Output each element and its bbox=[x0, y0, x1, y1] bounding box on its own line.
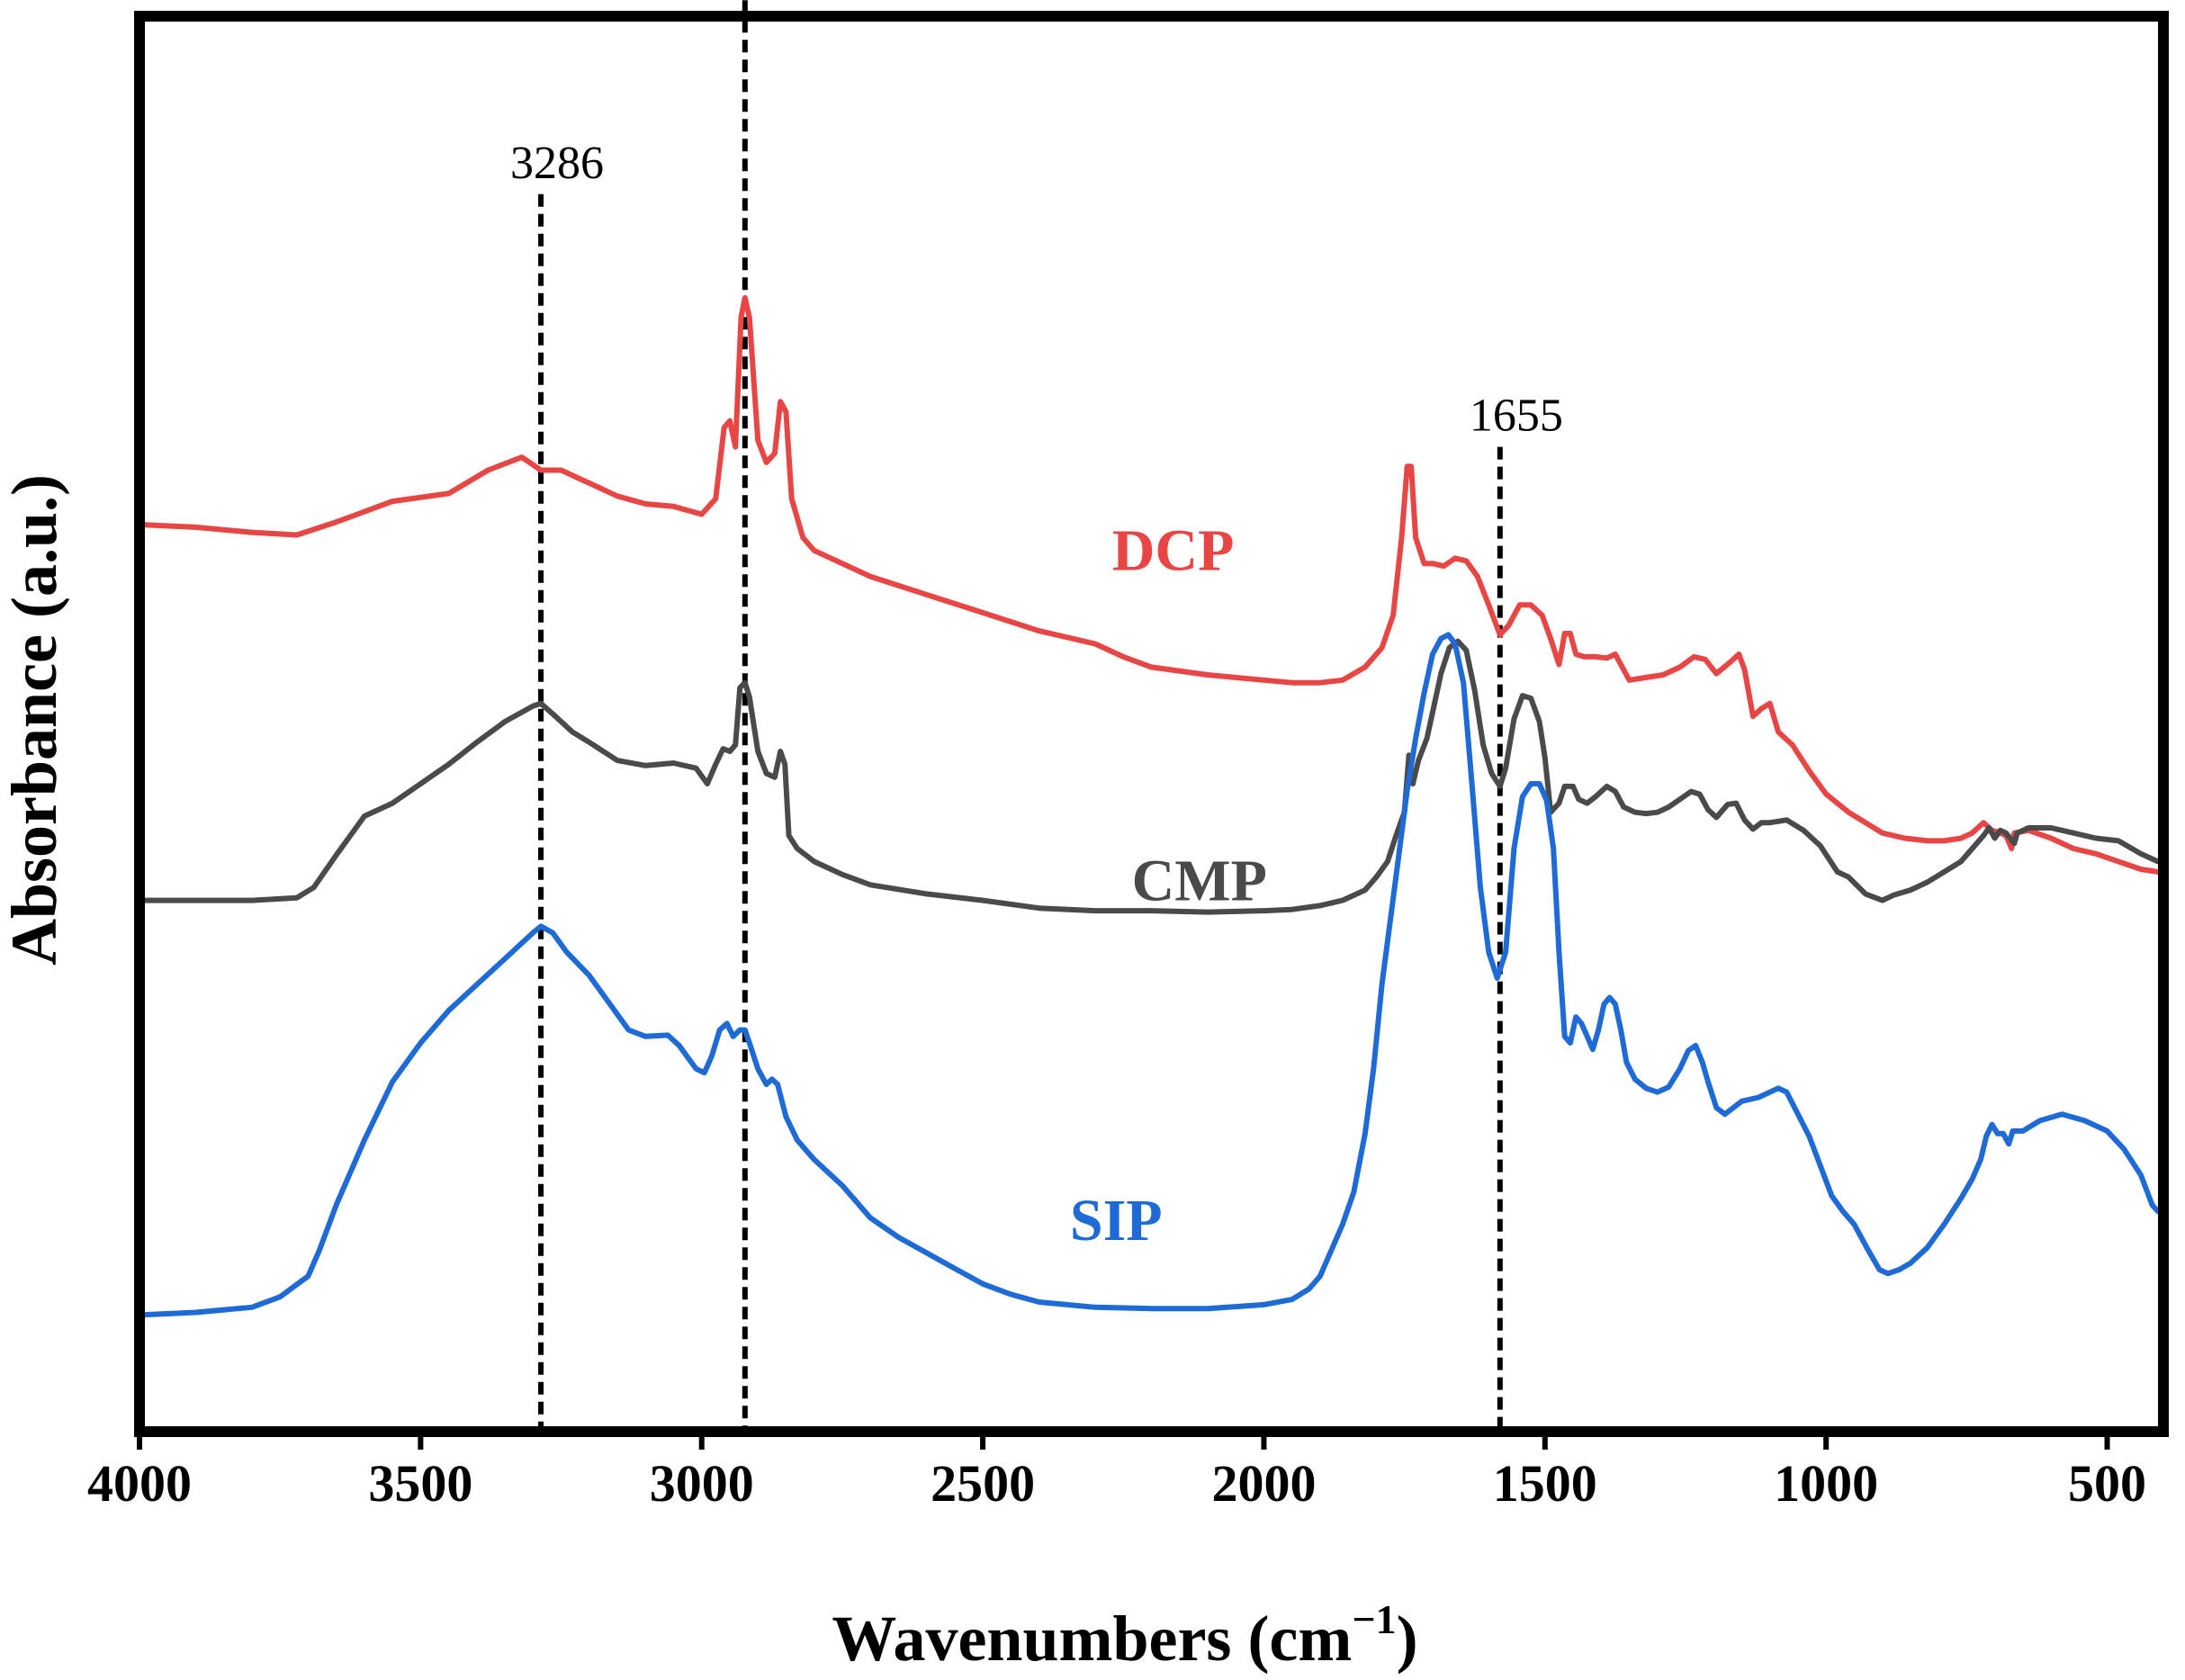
peak-label-3286: 3286 bbox=[510, 138, 604, 189]
reference-lines bbox=[538, 0, 1503, 1432]
series-label-sip: SIP bbox=[1070, 1188, 1163, 1253]
x-tick-label-1000: 1000 bbox=[1774, 1454, 1878, 1513]
x-tick-label-1500: 1500 bbox=[1493, 1454, 1597, 1513]
series-lines bbox=[137, 295, 2161, 1318]
x-axis-title-main: Wavenumbers (cm bbox=[832, 1603, 1352, 1675]
x-tick-labels: 4000 3500 3000 2500 2000 1500 1000 500 bbox=[87, 1454, 2146, 1513]
x-tick-label-500: 500 bbox=[2068, 1454, 2146, 1513]
x-tick-label-4000: 4000 bbox=[87, 1454, 192, 1513]
x-axis-title-close: ) bbox=[1397, 1603, 1418, 1675]
x-axis-title-superscript: −1 bbox=[1352, 1596, 1396, 1642]
series-line-dcp bbox=[137, 295, 2161, 875]
series-line-cmp bbox=[137, 638, 2161, 915]
x-tick-label-3000: 3000 bbox=[650, 1454, 754, 1513]
peak-label-1655: 1655 bbox=[1470, 391, 1563, 442]
x-tick-label-2500: 2500 bbox=[931, 1454, 1035, 1513]
series-line-sip bbox=[137, 632, 2161, 1318]
series-label-cmp: CMP bbox=[1132, 849, 1267, 914]
y-axis-title: Absorbance (a.u.) bbox=[0, 474, 70, 966]
x-tick-label-3500: 3500 bbox=[368, 1454, 472, 1513]
peak-labels: 328629231655 bbox=[510, 138, 1563, 442]
x-tick-label-2000: 2000 bbox=[1211, 1454, 1316, 1513]
series-label-dcp: DCP bbox=[1112, 517, 1235, 583]
plot-frame bbox=[134, 11, 2169, 1437]
x-ticks bbox=[137, 1432, 2110, 1450]
series-labels: DCP CMP SIP bbox=[1070, 517, 1267, 1253]
x-axis-title: Wavenumbers (cm−1) bbox=[832, 1596, 1417, 1675]
